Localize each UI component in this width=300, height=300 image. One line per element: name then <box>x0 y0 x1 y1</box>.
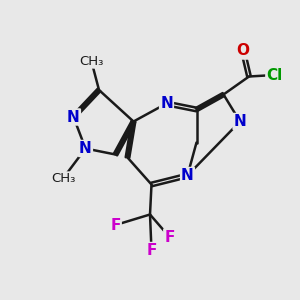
Text: CH₃: CH₃ <box>79 55 104 68</box>
Text: F: F <box>146 243 157 258</box>
Text: N: N <box>79 141 92 156</box>
Text: Cl: Cl <box>266 68 283 82</box>
Text: F: F <box>164 230 175 244</box>
Text: N: N <box>181 168 194 183</box>
Text: N: N <box>234 114 246 129</box>
Text: N: N <box>67 110 80 124</box>
Text: CH₃: CH₃ <box>51 172 75 185</box>
Text: N: N <box>160 96 173 111</box>
Text: O: O <box>236 44 250 59</box>
Text: F: F <box>110 218 121 232</box>
